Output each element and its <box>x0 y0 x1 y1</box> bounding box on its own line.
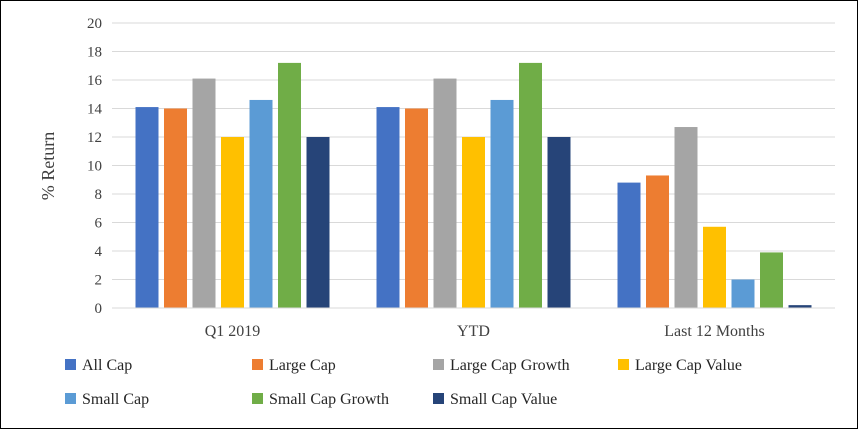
bar-large-cap-value-ytd <box>462 137 485 308</box>
y-tick-label: 20 <box>87 16 102 32</box>
y-tick-label: 14 <box>87 102 103 118</box>
x-category-label: Q1 2019 <box>205 323 261 340</box>
bar-small-cap-growth-last-12-months <box>760 252 783 308</box>
legend: All Cap Large Cap Large Cap Growth Large Ca… <box>65 357 742 408</box>
legend-label: All Cap <box>82 357 132 374</box>
legend-swatch <box>65 359 76 370</box>
bar-small-cap-growth-ytd <box>519 62 542 309</box>
bar-small-cap-value-q1-2019 <box>306 137 330 308</box>
y-tick-label: 6 <box>95 216 103 232</box>
bar-large-cap-growth-q1-2019 <box>192 78 216 308</box>
bar-small-cap-growth-q1-2019 <box>278 62 301 309</box>
bar-all-cap-last-12-months <box>617 182 641 308</box>
bar-small-cap-value-last-12-months <box>788 305 812 308</box>
bar-large-cap-last-12-months <box>646 175 669 308</box>
legend-label: Large Cap Growth <box>450 357 570 374</box>
y-tick-label: 0 <box>95 301 103 317</box>
legend-swatch <box>252 393 263 404</box>
bar-small-cap-last-12-months <box>731 279 755 308</box>
legend-swatch <box>252 359 263 370</box>
y-tick-label: 10 <box>87 159 102 175</box>
bar-large-cap-growth-last-12-months <box>674 127 698 309</box>
bars <box>135 62 812 309</box>
legend-swatch <box>433 393 444 404</box>
bar-small-cap-ytd <box>490 99 514 308</box>
y-tick-label: 8 <box>95 187 103 203</box>
legend-swatch <box>433 359 444 370</box>
y-tick-label: 12 <box>87 130 102 146</box>
bar-large-cap-growth-ytd <box>433 78 457 308</box>
y-tick-label: 18 <box>87 45 102 61</box>
legend-label: Small Cap <box>82 391 149 408</box>
y-tick-label: 16 <box>87 73 103 89</box>
legend-label: Large Cap <box>269 357 336 374</box>
legend-label: Small Cap Growth <box>269 391 389 408</box>
x-axis-categories: Q1 2019 YTD Last 12 Months <box>205 323 765 340</box>
bar-large-cap-value-q1-2019 <box>221 137 244 308</box>
y-axis-ticks: 0 2 4 6 8 10 12 14 16 18 20 <box>87 16 103 317</box>
bar-all-cap-ytd <box>376 107 400 308</box>
legend-swatch <box>65 393 76 404</box>
x-category-label: YTD <box>457 323 490 340</box>
bar-large-cap-q1-2019 <box>164 108 187 308</box>
legend-label: Small Cap Value <box>450 391 557 408</box>
bar-large-cap-value-last-12-months <box>703 226 726 308</box>
bar-large-cap-ytd <box>405 108 428 308</box>
y-axis-label: % Return <box>38 132 58 200</box>
y-tick-label: 4 <box>95 244 103 260</box>
bar-small-cap-value-ytd <box>547 137 571 308</box>
y-tick-label: 2 <box>95 273 103 289</box>
legend-label: Large Cap Value <box>635 357 742 374</box>
legend-swatch <box>618 359 629 370</box>
bar-small-cap-q1-2019 <box>249 99 273 308</box>
x-category-label: Last 12 Months <box>664 323 764 340</box>
bar-all-cap-q1-2019 <box>135 107 159 308</box>
